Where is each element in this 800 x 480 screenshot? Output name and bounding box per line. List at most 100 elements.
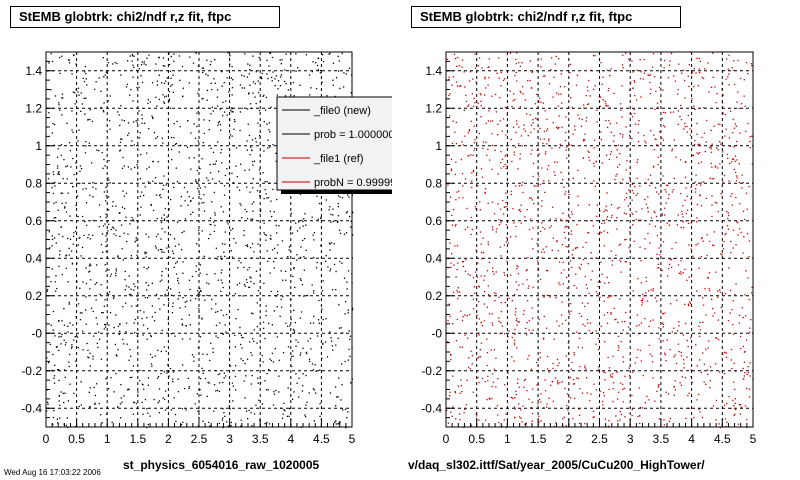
data-point — [197, 187, 199, 190]
data-point — [477, 376, 479, 379]
data-point — [564, 193, 566, 195]
data-point — [151, 356, 153, 358]
data-point — [335, 270, 337, 273]
data-point — [703, 132, 705, 134]
data-point — [655, 300, 658, 302]
data-point — [204, 299, 206, 301]
data-point — [233, 128, 235, 130]
data-point — [284, 410, 286, 412]
data-point — [200, 290, 202, 292]
data-point — [653, 134, 655, 136]
y-tick-label: 0.4 — [425, 251, 442, 265]
data-point — [321, 290, 324, 292]
data-point — [511, 160, 513, 163]
data-point — [85, 73, 87, 75]
data-point — [658, 384, 660, 386]
data-point — [577, 114, 579, 116]
data-point — [654, 400, 656, 402]
data-point — [566, 393, 568, 395]
data-point — [224, 255, 226, 257]
data-point — [120, 224, 123, 226]
data-point — [487, 380, 489, 382]
data-point — [219, 123, 222, 126]
data-point — [209, 217, 212, 219]
data-point — [680, 273, 682, 275]
data-point — [578, 118, 581, 120]
data-point — [332, 62, 335, 64]
data-point — [460, 385, 462, 387]
data-point — [486, 364, 488, 367]
data-point — [98, 77, 100, 79]
data-point — [540, 401, 542, 403]
data-point — [472, 170, 475, 172]
data-point — [746, 418, 748, 421]
data-point — [501, 425, 503, 427]
data-point — [495, 231, 497, 233]
data-point — [625, 197, 628, 199]
data-point — [279, 315, 281, 317]
data-point — [151, 82, 154, 84]
data-point — [637, 349, 639, 351]
data-point — [707, 62, 709, 64]
data-point — [335, 420, 337, 422]
data-point — [744, 218, 746, 221]
data-point — [223, 185, 226, 187]
data-point — [305, 404, 307, 406]
data-point — [676, 299, 678, 301]
data-point — [698, 57, 700, 60]
data-point — [57, 172, 60, 174]
data-point — [147, 99, 149, 101]
data-point — [555, 55, 557, 58]
x-tick-label: 3 — [627, 432, 634, 446]
data-point — [312, 234, 314, 236]
data-point — [184, 200, 186, 202]
data-point — [516, 80, 518, 82]
data-point — [712, 315, 714, 317]
data-point — [250, 412, 252, 414]
data-point — [564, 226, 566, 229]
data-point — [234, 346, 236, 348]
right-run-label: v/daq_sl302.ittf/Sat/year_2005/CuCu200_H… — [408, 458, 705, 472]
data-point — [496, 228, 498, 230]
y-tick-label: -0 — [431, 326, 442, 340]
data-point — [182, 87, 184, 89]
data-point — [266, 250, 268, 252]
data-point — [555, 126, 558, 128]
data-point — [650, 88, 652, 90]
data-point — [75, 360, 77, 362]
data-point — [540, 66, 542, 68]
data-point — [566, 226, 568, 228]
data-point — [644, 248, 646, 250]
data-point — [103, 191, 105, 193]
data-point — [52, 416, 54, 419]
data-point — [588, 159, 591, 161]
data-point — [497, 123, 499, 125]
data-point — [611, 214, 613, 217]
data-point — [583, 107, 585, 109]
data-point — [472, 154, 474, 156]
data-point — [339, 232, 342, 235]
data-point — [103, 111, 105, 113]
data-point — [275, 224, 277, 227]
data-point — [298, 396, 300, 398]
data-point — [203, 201, 205, 204]
data-point — [473, 125, 475, 127]
data-point — [202, 97, 204, 100]
data-point — [621, 321, 623, 323]
data-point — [625, 213, 627, 215]
data-point — [544, 153, 547, 155]
data-point — [561, 102, 563, 104]
data-point — [165, 184, 167, 186]
data-point — [202, 420, 204, 422]
data-point — [292, 275, 294, 277]
data-point — [230, 77, 233, 79]
data-point — [529, 197, 531, 199]
data-point — [101, 151, 103, 154]
data-point — [347, 194, 349, 196]
data-point — [265, 234, 267, 236]
data-point — [449, 242, 451, 244]
data-point — [92, 358, 94, 360]
data-point — [210, 223, 212, 226]
data-point — [263, 232, 265, 234]
data-point — [246, 218, 249, 220]
